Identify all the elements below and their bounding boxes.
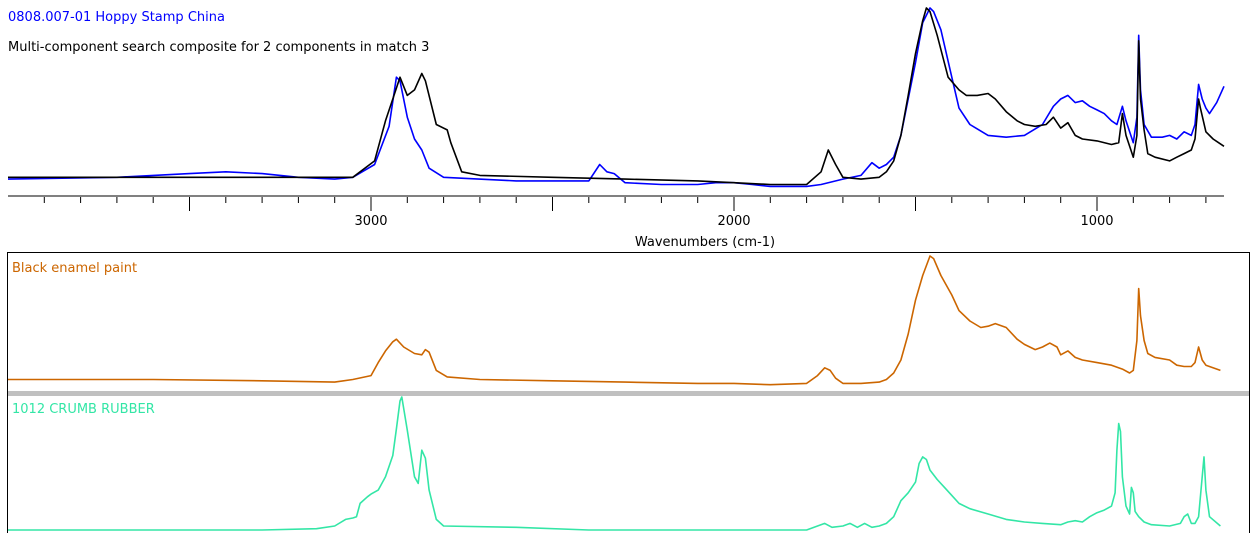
composite-spectrum-line (8, 7, 1225, 186)
x-tick-label: 3000 (354, 214, 387, 229)
reference-label-black-enamel-paint: Black enamel paint (12, 261, 137, 276)
panel-separator (8, 391, 1249, 396)
x-axis-ticks: 3000 2000 1000 (43, 197, 1207, 229)
x-tick-label: 2000 (717, 214, 750, 229)
x-axis-label: Wavenumbers (cm-1) (635, 235, 775, 250)
reference-label-crumb-rubber: 1012 CRUMB RUBBER (12, 402, 155, 417)
x-tick-label: 1000 (1080, 214, 1113, 229)
reference-series-crumb-rubber (8, 396, 1221, 531)
chart-subtitle: Multi-component search composite for 2 c… (8, 40, 429, 55)
crumb-rubber-spectrum-line (8, 396, 1221, 531)
reference-panels: Black enamel paint 1012 CRUMB RUBBER (7, 252, 1250, 533)
chart-title: 0808.007-01 Hoppy Stamp China (8, 10, 225, 25)
composite-series-group (7, 7, 1225, 188)
composite-panel: 0808.007-01 Hoppy Stamp China Multi-comp… (7, 7, 1225, 250)
black-enamel-paint-spectrum-line (8, 255, 1221, 386)
sample-spectrum-line (7, 7, 1225, 188)
reference-series-black-enamel-paint (8, 255, 1221, 386)
